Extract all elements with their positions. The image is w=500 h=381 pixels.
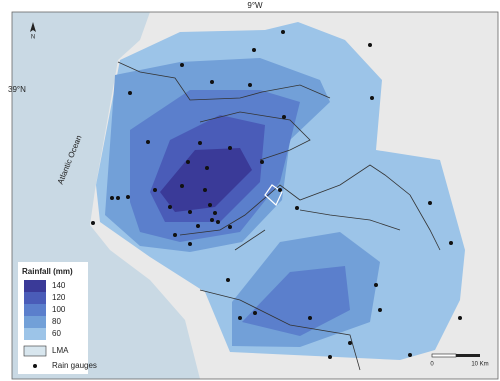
rain-gauge — [180, 63, 184, 67]
legend-swatch — [24, 280, 46, 292]
rain-gauge — [374, 283, 378, 287]
rainfall-zone-140 — [160, 148, 252, 212]
scale-segment — [431, 353, 457, 358]
rain-gauge — [428, 201, 432, 205]
rain-gauge — [328, 355, 332, 359]
rain-gauge — [153, 188, 157, 192]
map-frame: 39°N Atlantic Ocean N Rainfall (mm) 1401… — [8, 12, 498, 379]
rain-gauge — [186, 160, 190, 164]
scale-end: 10 Km — [471, 362, 488, 368]
rain-gauge — [252, 48, 256, 52]
rain-gauge — [205, 166, 209, 170]
legend-gauges: Rain gauges — [52, 361, 97, 370]
estuary — [264, 184, 283, 206]
legend-lma: LMA — [52, 346, 69, 355]
legend-swatch — [24, 304, 46, 316]
rain-gauge — [188, 210, 192, 214]
rain-gauge — [210, 218, 214, 222]
rain-gauge — [180, 184, 184, 188]
rain-gauge — [116, 196, 120, 200]
legend-title: Rainfall (mm) — [22, 267, 73, 276]
rain-gauge — [203, 188, 207, 192]
rain-gauge — [168, 205, 172, 209]
rain-gauge — [91, 221, 95, 225]
rain-gauge — [248, 83, 252, 87]
rain-gauge — [216, 220, 220, 224]
rain-gauge — [260, 160, 264, 164]
scale-segment — [456, 354, 480, 357]
frame-border — [11, 11, 499, 380]
rain-gauge — [308, 316, 312, 320]
rain-gauge — [228, 146, 232, 150]
rain-gauge — [408, 353, 412, 357]
rain-gauge — [368, 43, 372, 47]
rain-gauge — [449, 241, 453, 245]
rain-gauge — [370, 96, 374, 100]
rain-gauge — [228, 225, 232, 229]
lma-swatch — [23, 345, 47, 357]
rain-gauge — [378, 308, 382, 312]
rain-gauge — [226, 278, 230, 282]
region-boundary — [117, 61, 441, 371]
latitude-label: 39°N — [8, 85, 26, 94]
legend-class: 80 — [52, 317, 61, 326]
rain-gauge — [458, 316, 462, 320]
gauge-symbol — [33, 364, 37, 368]
rain-gauge — [208, 203, 212, 207]
legend-swatch — [24, 292, 46, 304]
rain-gauge — [196, 224, 200, 228]
rain-gauge — [213, 211, 217, 215]
rain-gauge — [281, 30, 285, 34]
north-arrow — [30, 22, 36, 32]
rain-gauge — [198, 141, 202, 145]
rain-gauge — [128, 91, 132, 95]
rain-gauge — [238, 316, 242, 320]
rain-gauge — [295, 206, 299, 210]
rain-gauge — [173, 233, 177, 237]
longitude-label: 9°W — [247, 1, 263, 10]
legend-swatch — [24, 316, 46, 328]
legend-swatch — [24, 328, 46, 340]
scale-start: 0 — [430, 362, 434, 368]
rain-gauge — [278, 188, 282, 192]
legend-class: 100 — [52, 305, 66, 314]
rain-gauge — [253, 311, 257, 315]
rain-gauge — [110, 196, 114, 200]
north-label: N — [31, 35, 35, 41]
rain-gauge — [146, 140, 150, 144]
rain-gauge — [126, 195, 130, 199]
rain-gauge — [210, 80, 214, 84]
rain-gauge — [188, 242, 192, 246]
legend: Rainfall (mm) 140 120 100 80 60 LMA Rain gau… — [18, 262, 97, 374]
rain-gauge — [282, 115, 286, 119]
scale-bar: 0 10 Km — [430, 353, 489, 368]
rain-gauge — [348, 341, 352, 345]
legend-class: 60 — [52, 329, 61, 338]
rain-gauges — [91, 30, 462, 359]
legend-class: 120 — [52, 293, 66, 302]
legend-class: 140 — [52, 281, 66, 290]
